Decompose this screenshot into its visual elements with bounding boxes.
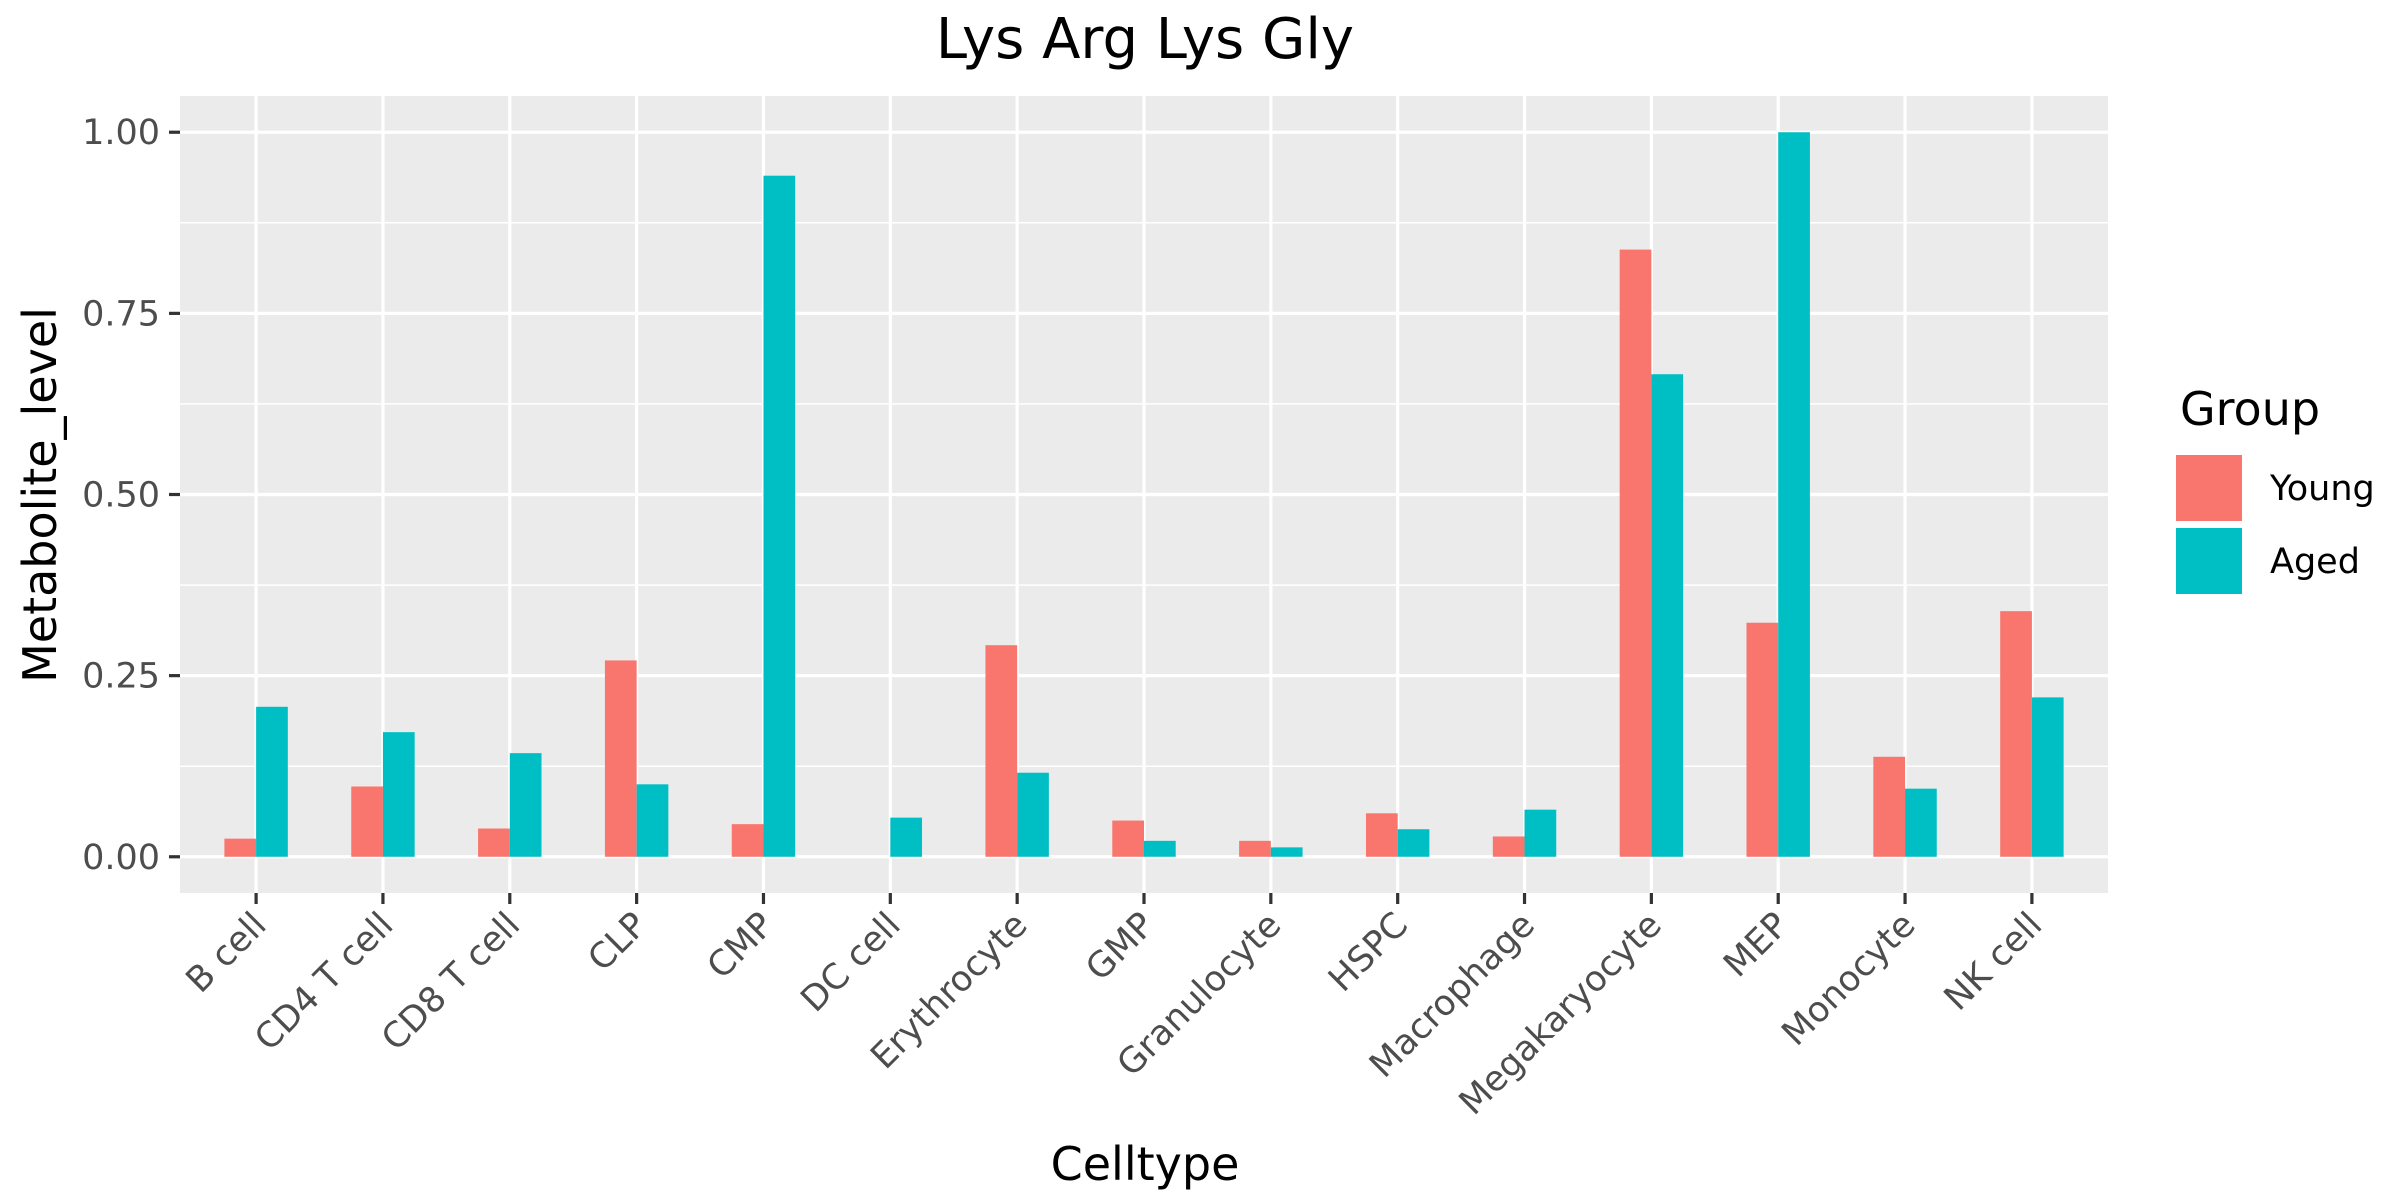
legend-label-young: Young [2269,469,2375,509]
bar-young [1365,813,1398,857]
bar-young [1492,836,1525,857]
bar-aged [890,817,923,857]
bar-young [2000,611,2032,857]
legend-label-aged: Aged [2270,542,2360,582]
bar-young [1239,840,1271,857]
bar-young [478,828,510,857]
y-tick-label: 0.00 [82,838,160,878]
y-tick-label: 0.25 [82,657,160,697]
bar-aged [1524,809,1557,857]
legend-title: Group [2180,382,2320,436]
legend: Group Young Aged [2176,382,2375,594]
bar-aged [1905,788,1937,857]
bar-young [1873,756,1906,857]
bar-aged [1017,772,1049,857]
bar-aged [1397,829,1430,857]
y-axis: 0.00 0.25 0.50 0.75 1.00 [82,113,180,878]
x-axis-title: Celltype [1051,1137,1240,1191]
bar-young [731,824,764,857]
bars [224,132,2064,857]
chart-title: Lys Arg Lys Gly [936,7,1354,72]
bar-aged [636,784,669,857]
bar-young [1112,820,1144,857]
bar-aged [1270,847,1303,857]
bar-aged [509,753,542,857]
bar-young [351,786,383,857]
bar-young [604,660,637,857]
legend-key-young [2176,455,2242,521]
y-tick-label: 0.50 [82,476,160,516]
bar-aged [382,732,415,857]
bar-aged [763,175,796,857]
bar-aged [256,706,288,857]
bar-young [1619,249,1652,857]
bar-young [985,645,1018,857]
bar-aged [2031,697,2064,857]
y-tick-label: 1.00 [82,113,160,153]
y-axis-title: Metabolite_level [13,307,67,683]
bar-aged [1778,132,1810,857]
legend-key-aged [2176,528,2242,594]
bar-young [224,838,257,857]
y-tick-label: 0.75 [82,294,160,334]
bar-aged [1651,374,1684,857]
bar-young [1746,622,1779,857]
bar-aged [1144,840,1176,857]
